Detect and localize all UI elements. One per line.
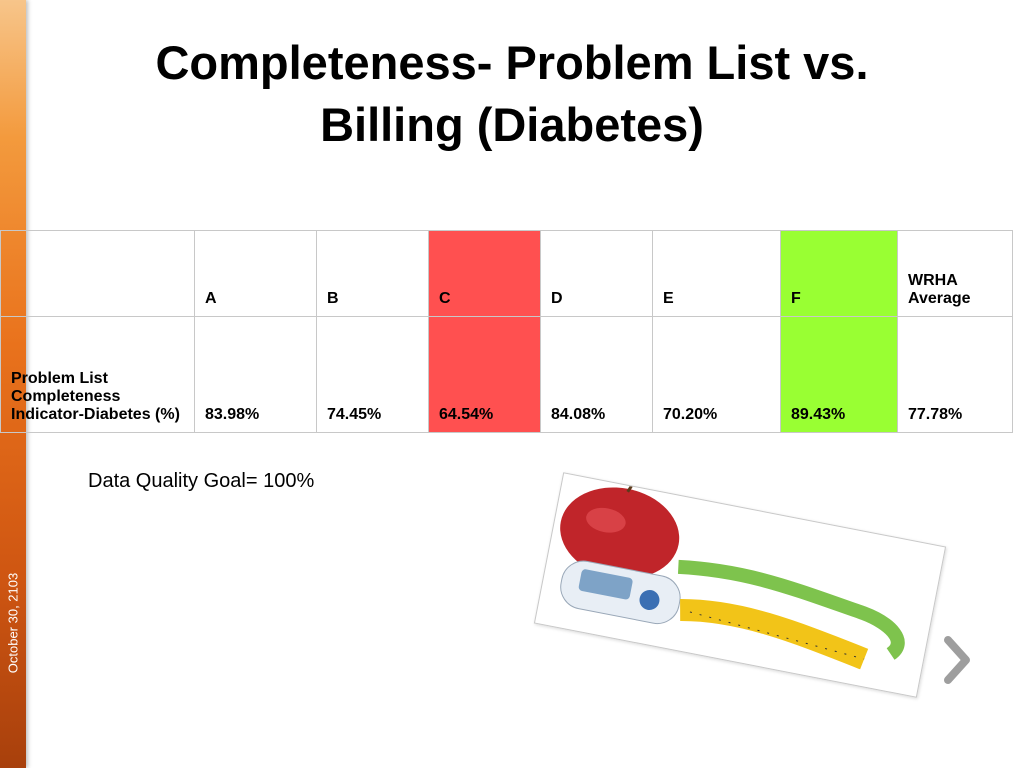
header-cell-wrha-average: WRHA Average <box>897 230 1013 317</box>
value-cell-d: 84.08% <box>540 316 653 433</box>
value-cell-c: 64.54% <box>428 316 541 433</box>
value-cell-wrha-average: 77.78% <box>897 316 1013 433</box>
header-cell-a: A <box>194 230 317 317</box>
header-cell-d: D <box>540 230 653 317</box>
row-label: Problem List Completeness Indicator-Diab… <box>0 316 195 433</box>
header-cell-empty <box>0 230 195 317</box>
chevron-right-icon[interactable] <box>938 630 978 690</box>
table-row: Problem List Completeness Indicator-Diab… <box>0 316 1013 433</box>
diabetes-photo <box>533 472 947 698</box>
slide-date: October 30, 2103 <box>5 572 21 674</box>
data-quality-goal: Data Quality Goal= 100% <box>88 470 315 492</box>
value-cell-a: 83.98% <box>194 316 317 433</box>
completeness-table: A B C D E F WRHA Average Problem List Co… <box>0 230 1013 433</box>
title-line-2: Billing (Diabetes) <box>320 98 704 151</box>
title-line-1: Completeness- Problem List vs. <box>155 36 869 89</box>
diabetes-illustration-icon <box>560 481 905 670</box>
slide-title: Completeness- Problem List vs. Billing (… <box>40 32 984 156</box>
header-cell-e: E <box>652 230 781 317</box>
header-cell-f: F <box>780 230 898 317</box>
value-cell-b: 74.45% <box>316 316 429 433</box>
header-cell-b: B <box>316 230 429 317</box>
table-header-row: A B C D E F WRHA Average <box>0 230 1013 317</box>
value-cell-f: 89.43% <box>780 316 898 433</box>
value-cell-e: 70.20% <box>652 316 781 433</box>
header-cell-c: C <box>428 230 541 317</box>
